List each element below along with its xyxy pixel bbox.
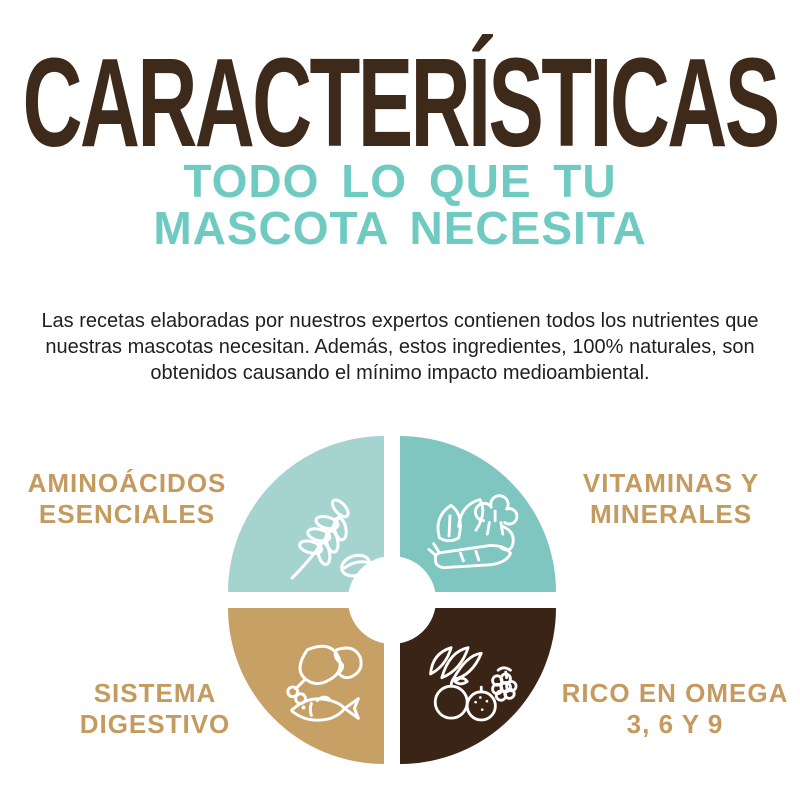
label-line: DIGESTIVO <box>79 709 231 739</box>
label-line: ESENCIALES <box>38 499 216 529</box>
segment-vitaminas <box>400 436 556 592</box>
page-header: CARACTERÍSTICAS <box>0 28 800 178</box>
label-line: AMINOÁCIDOS <box>27 468 227 498</box>
donut-center-hole <box>348 556 436 644</box>
intro-paragraph: Las recetas elaboradas por nuestros expe… <box>41 310 759 384</box>
page-title: CARACTERÍSTICAS <box>22 32 780 173</box>
label-line: 3, 6 Y 9 <box>626 709 724 739</box>
label-line: RICO EN OMEGA <box>561 678 789 708</box>
label-line: MINERALES <box>589 499 753 529</box>
label-digestivo: SISTEMA DIGESTIVO <box>20 678 290 740</box>
subtitle-line-1: TODO LO QUE TU <box>183 155 617 207</box>
label-omega: RICO EN OMEGA 3, 6 Y 9 <box>540 678 800 740</box>
segment-omega <box>400 608 556 764</box>
nutrition-donut-diagram <box>228 436 556 764</box>
label-line: VITAMINAS Y <box>582 468 760 498</box>
label-aminoacidos: AMINOÁCIDOS ESENCIALES <box>0 468 262 530</box>
label-vitaminas: VITAMINAS Y MINERALES <box>536 468 800 530</box>
subtitle-line-2: MASCOTA NECESITA <box>153 202 647 254</box>
label-line: SISTEMA <box>93 678 217 708</box>
vegetables-icon <box>427 494 519 570</box>
meat-fish-icon <box>286 644 363 722</box>
fruits-icon <box>429 646 518 722</box>
page-subtitle: TODO LO QUE TU MASCOTA NECESITA <box>0 158 800 252</box>
